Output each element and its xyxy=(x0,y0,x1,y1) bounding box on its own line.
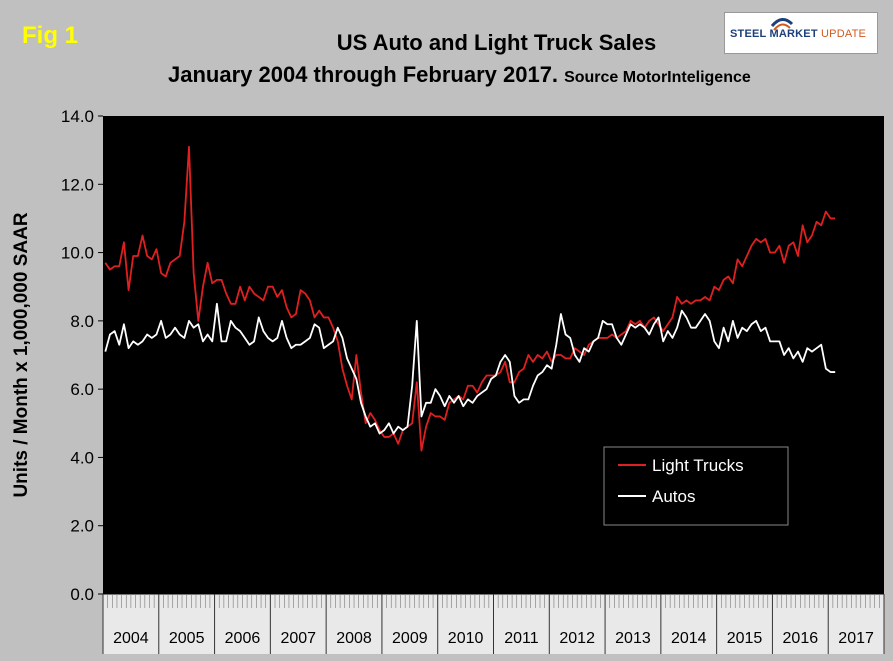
subtitle-date-range: January 2004 through February 2017. xyxy=(168,62,559,87)
legend-box xyxy=(603,446,789,526)
y-tick-label: 12.0 xyxy=(61,175,94,194)
y-tick-label: 0.0 xyxy=(70,585,94,604)
x-tick-label: 2010 xyxy=(448,630,484,647)
x-tick-label: 2005 xyxy=(169,630,205,647)
legend-label-light-trucks: Light Trucks xyxy=(652,456,744,475)
x-tick-label: 2011 xyxy=(504,630,539,647)
x-tick-label: 2012 xyxy=(559,630,595,647)
legend-label-autos: Autos xyxy=(652,487,695,506)
y-tick-label: 2.0 xyxy=(70,517,94,536)
x-tick-label: 2016 xyxy=(783,630,819,647)
source-note: Source MotorInteligence xyxy=(564,69,751,86)
y-tick-label: 8.0 xyxy=(70,312,94,331)
series-line-light-trucks xyxy=(104,145,836,452)
chart-title: US Auto and Light Truck Sales xyxy=(336,30,657,55)
x-tick-label: 2014 xyxy=(671,630,707,647)
x-tick-label: 2008 xyxy=(336,630,372,647)
x-tick-label: 2017 xyxy=(838,630,874,647)
x-tick-label: 2013 xyxy=(615,630,651,647)
logo-text: STEEL MARKET UPDATE xyxy=(730,28,867,40)
x-tick-label: 2007 xyxy=(280,630,316,647)
logo-swoosh-icon xyxy=(770,18,794,31)
x-tick-label: 2009 xyxy=(392,630,428,647)
figure-label: Fig 1 xyxy=(22,22,79,49)
series-line-autos xyxy=(104,302,836,435)
legend: Light Trucks Autos xyxy=(603,446,789,526)
chart-subtitle: January 2004 through February 2017. Sourc… xyxy=(168,62,751,88)
y-tick-label: 6.0 xyxy=(70,380,94,399)
x-tick-label: 2006 xyxy=(225,630,261,647)
x-tick-label: 2015 xyxy=(727,630,763,647)
x-tick-label: 2004 xyxy=(113,630,149,647)
y-tick-label: 4.0 xyxy=(70,448,94,467)
steel-market-update-logo xyxy=(724,12,878,54)
y-tick-label: 14.0 xyxy=(61,107,94,126)
y-tick-label: 10.0 xyxy=(61,244,94,263)
